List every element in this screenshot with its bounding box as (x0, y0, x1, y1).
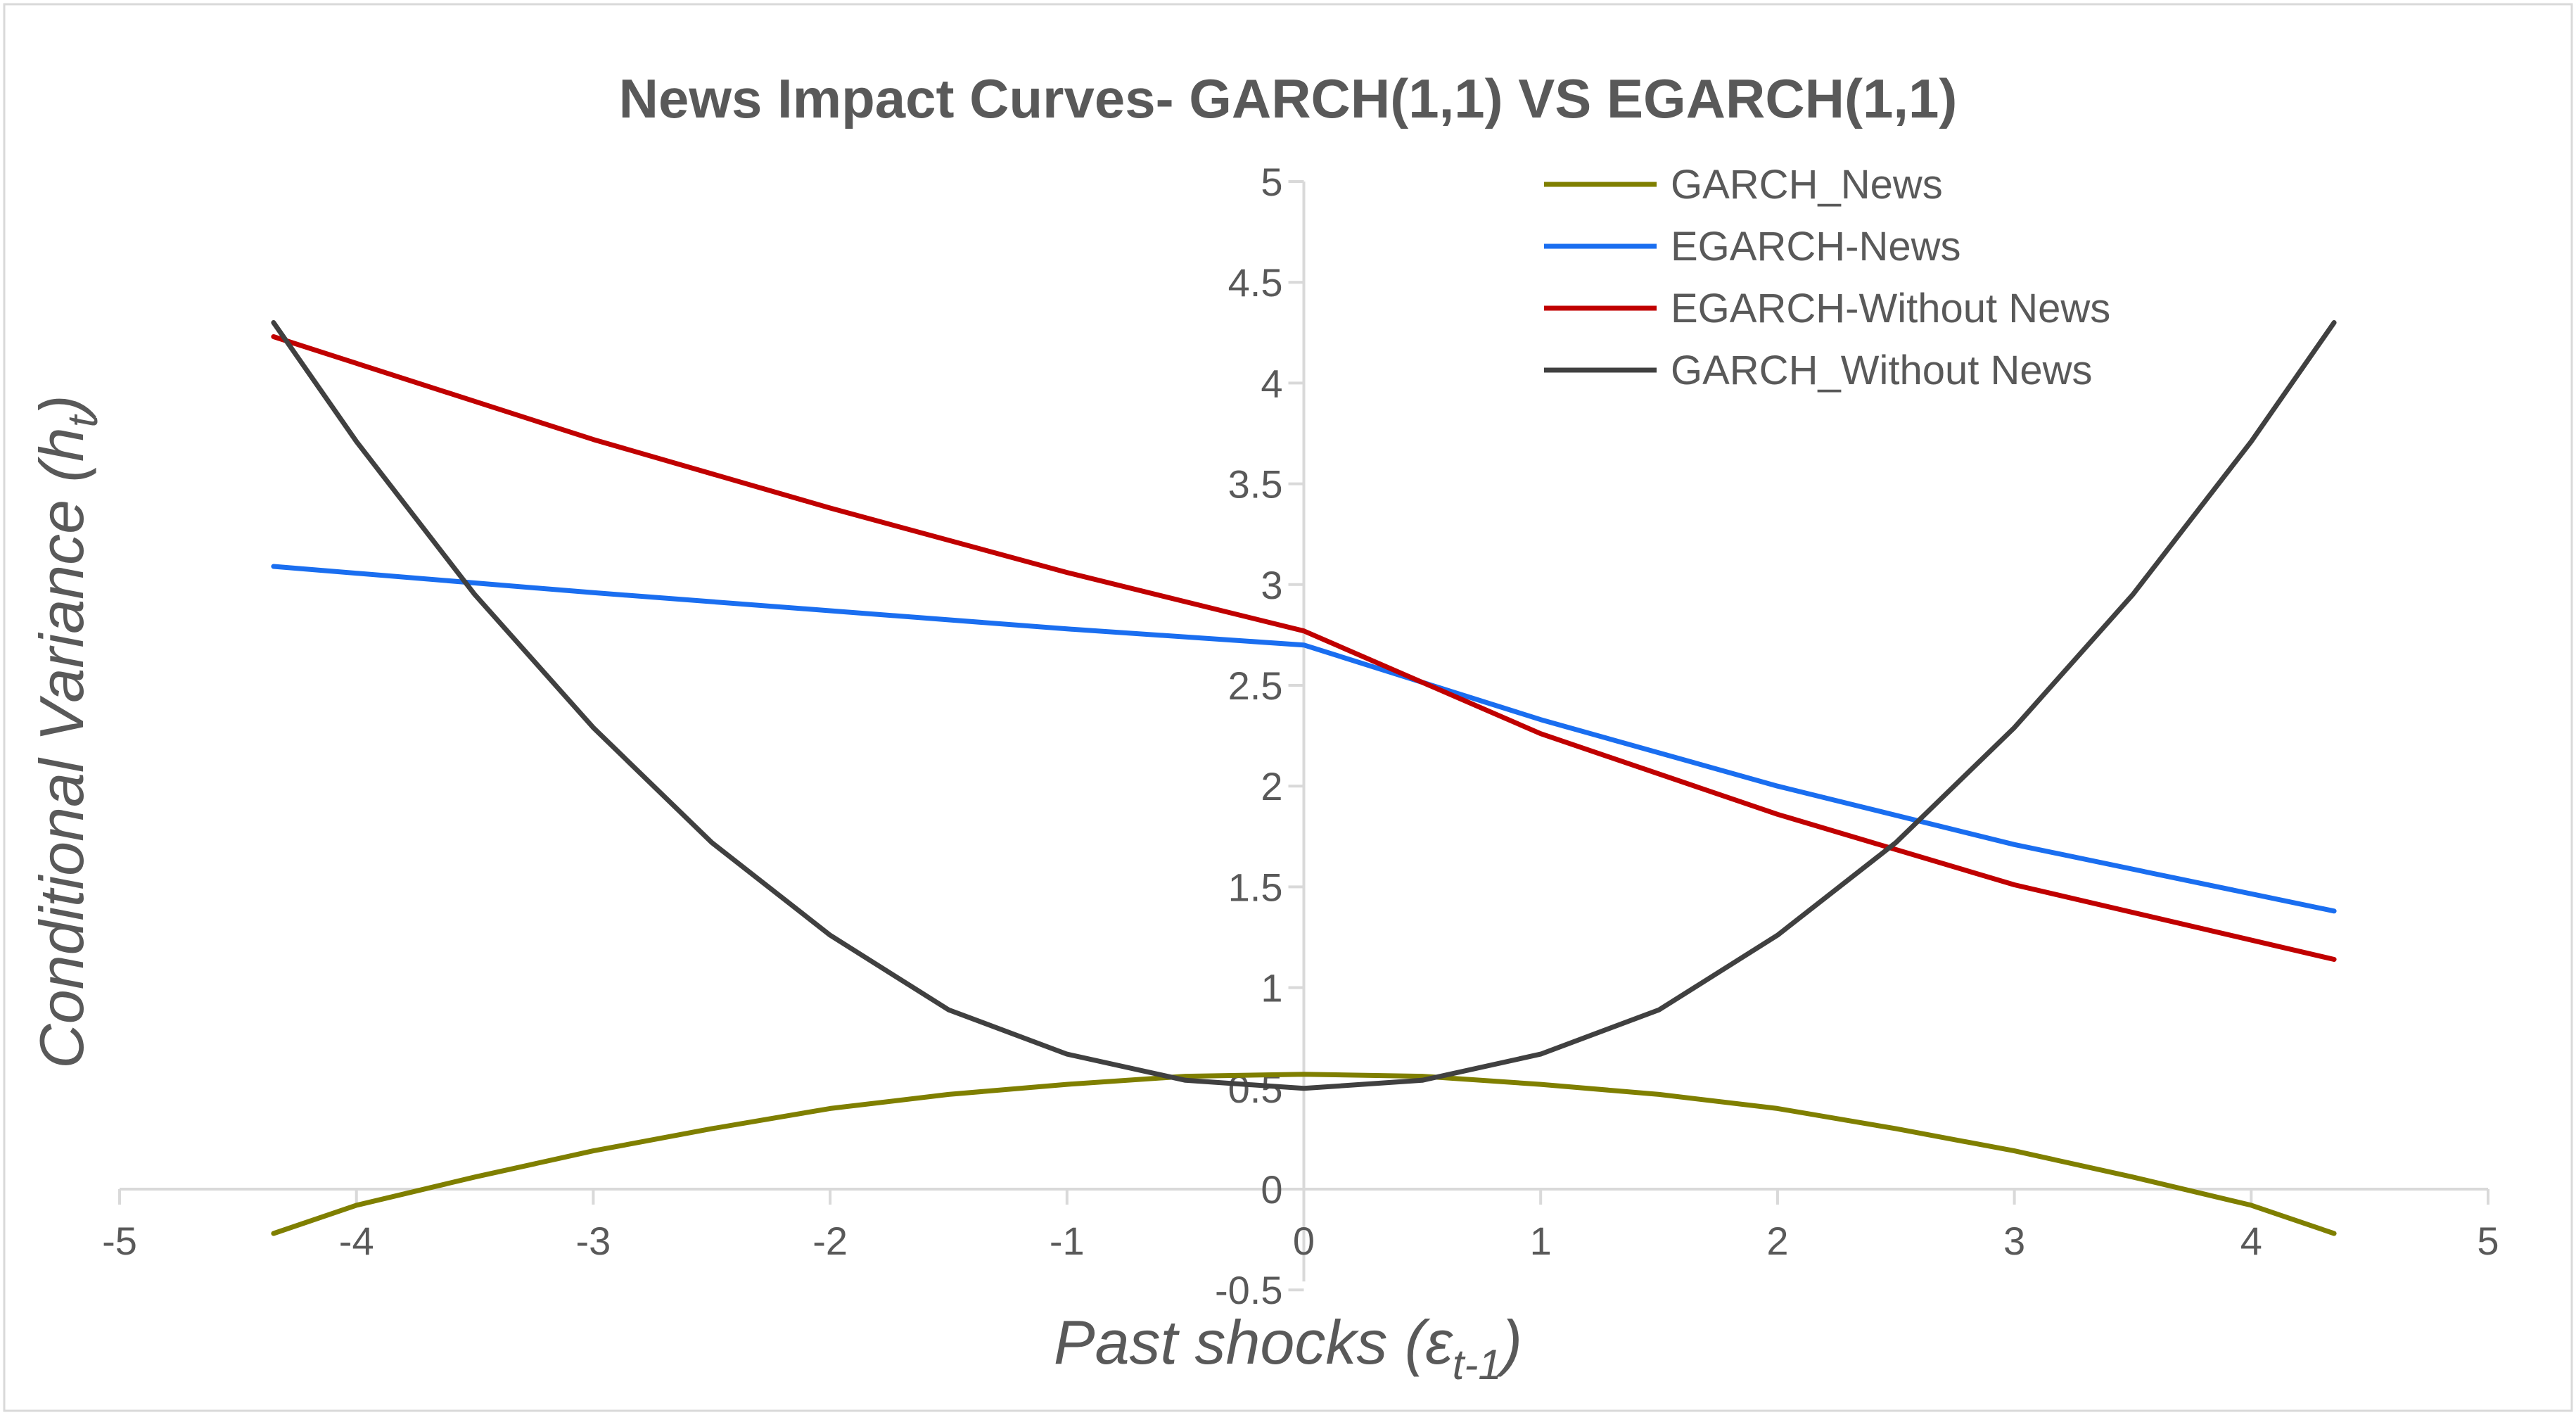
y-tick-label: 3 (1261, 563, 1282, 607)
y-tick-label: 2.5 (1228, 664, 1283, 708)
x-axis-title: Past shocks (εt-1) (1054, 1307, 1522, 1388)
y-tick-label: 1.5 (1228, 865, 1283, 909)
y-tick-label: 4 (1261, 361, 1282, 405)
y-tick-label: 4.5 (1228, 260, 1283, 305)
y-axis-title: Conditional Variance (ht) (27, 395, 106, 1069)
legend-label: GARCH_News (1671, 162, 1943, 208)
chart-border (3, 3, 2573, 1412)
series-line-egarch-news (271, 564, 2337, 914)
legend: GARCH_News EGARCH-News EGARCH-Without News… (1544, 162, 2110, 393)
x-tick-label: 3 (2003, 1219, 2025, 1263)
y-tick-label: 0 (1261, 1167, 1282, 1212)
x-tick-label: -4 (339, 1219, 374, 1263)
series-line-egarch-without-news (271, 334, 2337, 962)
x-tick-label: -5 (102, 1219, 137, 1263)
x-tick-label: -1 (1050, 1219, 1085, 1263)
y-axis-title-text: Conditional Variance (ht) (27, 395, 106, 1069)
x-tick-label: -2 (812, 1219, 848, 1263)
legend-label: EGARCH-News (1671, 224, 1961, 269)
legend-label: EGARCH-Without News (1671, 286, 2110, 331)
x-tick-label: 2 (1766, 1219, 1788, 1263)
x-tick-label: 4 (2240, 1219, 2262, 1263)
axes: -5 -4 -3 -2 -1 0 1 2 3 4 5-0.500.511.522.533.544.5… (102, 160, 2499, 1312)
y-tick-label: -0.5 (1215, 1268, 1283, 1312)
legend-label: GARCH_Without News (1671, 348, 2092, 393)
y-tick-label: 1 (1261, 966, 1282, 1010)
plot-area (271, 320, 2337, 1236)
x-axis-title-text: Past shocks (εt-1) (1054, 1307, 1522, 1388)
series-line-garch-news (271, 1072, 2337, 1236)
chart-title: News Impact Curves- GARCH(1,1) VS EGARCH… (619, 68, 1958, 129)
x-tick-label: 5 (2477, 1219, 2499, 1263)
x-tick-label: 0 (1293, 1219, 1315, 1263)
y-tick-label: 3.5 (1228, 462, 1283, 507)
series-line-garch-without-news (271, 320, 2337, 1091)
y-tick-label: 5 (1261, 160, 1282, 204)
y-tick-label: 2 (1261, 764, 1282, 808)
x-tick-label: 1 (1530, 1219, 1552, 1263)
x-tick-label: -3 (576, 1219, 611, 1263)
